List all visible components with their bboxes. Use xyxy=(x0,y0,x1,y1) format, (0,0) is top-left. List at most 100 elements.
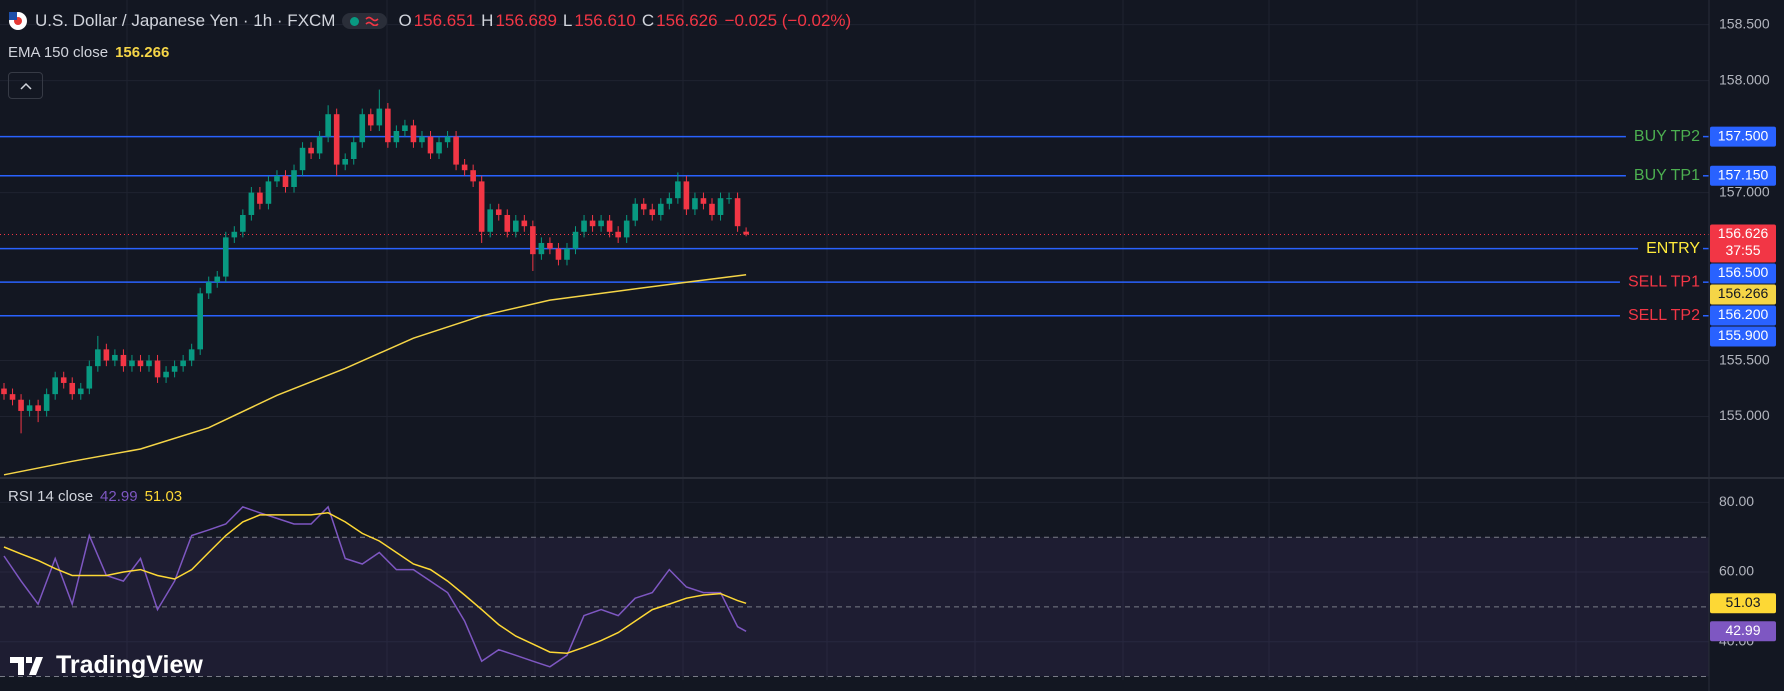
candle-body xyxy=(248,192,255,215)
price-tag-label: 51.03 xyxy=(1725,594,1760,610)
y-tick-label: 157.000 xyxy=(1719,183,1770,199)
candle-body xyxy=(103,349,110,361)
candle-body xyxy=(530,226,536,255)
candle-body xyxy=(274,175,280,182)
price-tag-label: 156.500 xyxy=(1718,264,1769,280)
candle-body xyxy=(649,209,656,215)
price-tag-label: 155.900 xyxy=(1718,327,1769,343)
candle-body xyxy=(188,349,195,361)
chevron-up xyxy=(19,82,32,90)
rsi-line xyxy=(3,512,747,654)
ema-line xyxy=(3,274,747,476)
candle-body xyxy=(470,170,476,182)
y-tick-label: 60.00 xyxy=(1719,563,1754,579)
candle-body xyxy=(291,170,297,187)
ema-legend: EMA 150 close 156.266 xyxy=(8,44,169,61)
level-label: SELL TP1 xyxy=(1628,273,1700,290)
ohlc-key: C xyxy=(641,11,655,30)
candle-body xyxy=(632,203,639,221)
candle-body xyxy=(265,181,272,204)
candle-body xyxy=(26,405,33,411)
ema-value: 156.266 xyxy=(115,44,170,61)
candle-body xyxy=(743,231,749,235)
candle-body xyxy=(589,220,596,227)
candle-body xyxy=(658,203,664,215)
candle-body xyxy=(325,114,331,137)
candle-body xyxy=(717,198,724,215)
candle-body xyxy=(18,399,24,411)
rsi-line xyxy=(3,505,747,668)
candle-body xyxy=(240,214,246,232)
rsi-legend: RSI 14 close 42.99 51.03 xyxy=(8,488,182,505)
candle-body xyxy=(120,354,127,367)
candle-body xyxy=(367,114,374,126)
y-tick-label: 158.500 xyxy=(1719,15,1770,31)
y-tick-label: 155.500 xyxy=(1719,351,1770,367)
candle-body xyxy=(35,405,41,411)
candle-body xyxy=(112,354,118,361)
candle-body xyxy=(171,366,178,372)
ohlc-key: H xyxy=(481,11,494,30)
market-status[interactable] xyxy=(342,13,388,29)
price-tag xyxy=(1710,326,1776,347)
watermark-text: TradingView xyxy=(56,651,203,679)
symbol-header: U.S. Dollar / Japanese Yen · 1h · FXCM O… xyxy=(8,11,851,31)
candle-body xyxy=(504,214,511,232)
ohlc-value: 156.610 xyxy=(574,11,636,30)
candle-body xyxy=(282,175,289,187)
candle-body xyxy=(333,114,340,165)
ohlc-value: 156.689 xyxy=(495,11,557,30)
price-tag xyxy=(1710,165,1776,186)
candle-body xyxy=(214,276,221,283)
price-tag-label: 156.200 xyxy=(1718,306,1769,322)
price-tag xyxy=(1710,224,1776,263)
candle-body xyxy=(385,108,391,143)
ohlc-value: 156.626 xyxy=(656,11,718,30)
candle-body xyxy=(572,231,579,249)
candle-body xyxy=(154,360,161,378)
level-label: ENTRY xyxy=(1646,240,1700,257)
candle-body xyxy=(9,394,16,400)
level-label: BUY TP2 xyxy=(1634,128,1700,145)
candle-body xyxy=(222,237,229,277)
rsi-name: RSI 14 close xyxy=(8,488,94,505)
price-tag xyxy=(1710,305,1776,326)
watermark-logo xyxy=(10,656,43,675)
candle-body xyxy=(359,114,366,143)
candle-body xyxy=(444,136,451,143)
y-tick-label: 80.00 xyxy=(1719,493,1754,509)
ohlc-value: 156.651 xyxy=(413,11,476,30)
candle-body xyxy=(137,360,144,367)
candle-body xyxy=(538,242,545,255)
levels: BUY TP2 BUY TP1 ENTRY SELL TP1 SELL TP2 xyxy=(0,128,1709,324)
price-tag-label: 156.626 xyxy=(1718,225,1769,241)
candle-body xyxy=(683,181,690,210)
candle-body xyxy=(495,209,502,215)
candle-body xyxy=(606,220,613,232)
candle-body xyxy=(69,382,76,395)
price-tag-label: 42.99 xyxy=(1725,622,1760,638)
candle-body xyxy=(308,147,314,154)
candle-body xyxy=(478,181,485,232)
price-tag-label: 37:55 xyxy=(1725,242,1760,258)
y-tick-label: 155.000 xyxy=(1719,407,1770,423)
collapse-button[interactable] xyxy=(8,72,43,99)
price-axis: 158.500 158.000 157.000 155.500 155.000 80.00… xyxy=(1719,15,1770,648)
grid xyxy=(0,24,1709,643)
rsi-ma-value: 51.03 xyxy=(144,488,183,505)
rsi-value: 42.99 xyxy=(100,488,138,505)
candle-body xyxy=(581,220,587,232)
candle-body xyxy=(427,136,434,154)
candle-body xyxy=(350,142,357,159)
price-tag-label: 157.150 xyxy=(1718,166,1769,182)
candle-body xyxy=(86,366,93,389)
candle-body xyxy=(95,349,101,367)
watermark: TradingView xyxy=(10,651,203,680)
candle-body xyxy=(146,360,152,367)
candle-body xyxy=(623,220,630,238)
candle-body xyxy=(180,360,186,367)
candle-body xyxy=(521,220,528,227)
candle-body xyxy=(60,377,67,383)
price-tag xyxy=(1710,126,1776,147)
